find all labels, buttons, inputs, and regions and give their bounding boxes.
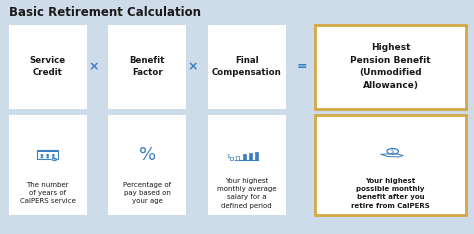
FancyBboxPatch shape [315, 25, 466, 109]
FancyBboxPatch shape [9, 115, 87, 215]
FancyBboxPatch shape [37, 150, 58, 152]
FancyBboxPatch shape [243, 154, 246, 160]
Text: Your highest
monthly average
salary for a
defined period: Your highest monthly average salary for … [217, 178, 276, 208]
FancyBboxPatch shape [208, 25, 286, 109]
Circle shape [387, 148, 398, 154]
Text: $: $ [226, 154, 230, 159]
FancyBboxPatch shape [249, 153, 252, 160]
Circle shape [47, 157, 48, 158]
Circle shape [47, 155, 48, 156]
FancyBboxPatch shape [229, 157, 233, 160]
Text: =: = [297, 60, 307, 73]
FancyBboxPatch shape [236, 156, 239, 160]
FancyBboxPatch shape [108, 115, 186, 215]
Text: ×: × [188, 60, 198, 73]
FancyBboxPatch shape [108, 25, 186, 109]
FancyBboxPatch shape [9, 25, 87, 109]
Text: Percentage of
pay based on
your age: Percentage of pay based on your age [123, 182, 171, 204]
Text: Benefit
Factor: Benefit Factor [129, 56, 165, 77]
FancyBboxPatch shape [208, 115, 286, 215]
Text: The number
of years of
CalPERS service: The number of years of CalPERS service [20, 182, 75, 204]
Text: Basic Retirement Calculation: Basic Retirement Calculation [9, 6, 201, 19]
FancyBboxPatch shape [255, 152, 258, 160]
Text: Your highest
possible monthly
benefit after you
retire from CalPERS: Your highest possible monthly benefit af… [351, 178, 430, 208]
Circle shape [53, 157, 54, 158]
Text: $: $ [391, 149, 394, 154]
Text: ×: × [88, 60, 99, 73]
Text: +: + [52, 157, 56, 162]
FancyBboxPatch shape [37, 150, 58, 159]
Circle shape [41, 157, 43, 158]
Circle shape [52, 158, 57, 161]
Circle shape [41, 155, 43, 156]
Polygon shape [381, 154, 403, 157]
FancyBboxPatch shape [315, 115, 466, 215]
Text: Service
Credit: Service Credit [29, 56, 66, 77]
Text: Final
Compensation: Final Compensation [212, 56, 282, 77]
Text: Highest
Pension Benefit
(Unmodified
Allowance): Highest Pension Benefit (Unmodified Allo… [350, 44, 431, 90]
Circle shape [53, 155, 54, 156]
Text: %: % [138, 146, 156, 164]
